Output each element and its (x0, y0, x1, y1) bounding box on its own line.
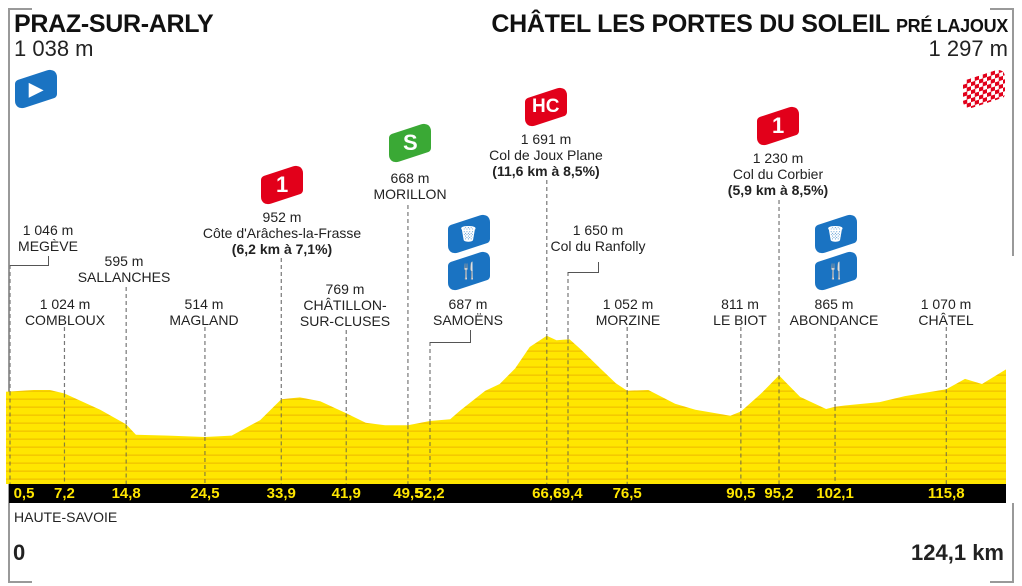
finish-name: CHÂTEL LES PORTES DU SOLEIL (491, 10, 890, 38)
place-name: CHÂTEL (918, 312, 974, 328)
place-name: ABONDANCE (789, 312, 879, 328)
samoens-connector (430, 330, 471, 343)
place-name: MORILLON (373, 186, 447, 202)
altitude: 595 m (104, 253, 144, 269)
finish-suffix: PRÉ LAJOUX (895, 16, 1008, 36)
place-name: Col du Ranfolly (550, 238, 646, 254)
label-morillon: 668 m MORILLON (373, 170, 446, 202)
km-label: 90,5 (726, 485, 756, 502)
km-label: 24,5 (190, 485, 220, 502)
km-label: 66,6 (532, 485, 562, 502)
climb-stats: (5,9 km à 8,5%) (727, 182, 829, 198)
label-magland: 514 m MAGLAND (169, 296, 238, 328)
altitude: 1 650 m (572, 222, 624, 238)
label-le-biot: 811 m LE BIOT (713, 296, 767, 328)
place-name: MEGÈVE (18, 238, 78, 254)
altitude: 514 m (184, 296, 224, 312)
place-name: CHÂTILLON- (303, 297, 387, 313)
place-name: MAGLAND (169, 312, 239, 328)
frame-right-lower (1012, 503, 1014, 581)
altitude: 865 m (814, 296, 854, 312)
frame-left (8, 8, 10, 582)
frame-bottom-left-tick (8, 581, 32, 583)
label-arches-la-frasse: 952 m Côte d'Arâches-la-Frasse (6,2 km à 7… (203, 209, 361, 257)
altitude: 1 691 m (520, 131, 572, 147)
place-name: Col de Joux Plane (489, 147, 603, 163)
km-label: 95,2 (764, 485, 794, 502)
label-combloux: 1 024 m COMBLOUX (25, 296, 105, 328)
profile-area (6, 335, 1006, 484)
distance-bar (9, 484, 1006, 503)
label-morzine: 1 052 m MORZINE (596, 296, 661, 328)
km-label: 76,5 (612, 485, 642, 502)
altitude: 811 m (721, 296, 759, 312)
km-label: 7,2 (54, 485, 75, 502)
start-altitude: 1 038 m (14, 36, 94, 61)
km-label: 14,8 (111, 485, 141, 502)
altitude: 1 052 m (602, 296, 654, 312)
climb-stats: (6,2 km à 7,1%) (231, 241, 333, 257)
km-label: 115,8 (927, 485, 965, 502)
label-abondance: 865 m ABONDANCE (790, 296, 879, 328)
place-name: COMBLOUX (24, 312, 106, 328)
altitude: 1 024 m (39, 296, 91, 312)
place-name: LE BIOT (713, 312, 767, 328)
megeve-connector (10, 256, 49, 266)
label-sallanches: 595 m SALLANCHES (78, 253, 171, 285)
label-samoens: 687 m SAMOËNS (433, 296, 503, 328)
km-label: 49,5 (393, 485, 423, 502)
altitude: 1 070 m (920, 296, 972, 312)
km-label: 33,9 (266, 485, 296, 502)
altitude: 769 m (325, 281, 365, 297)
altitude: 952 m (262, 209, 302, 225)
finish-altitude: 1 297 m (928, 36, 1009, 61)
label-chatillon: 769 m CHÂTILLON- SUR-CLUSES (300, 281, 390, 329)
distance-start: 0 (13, 540, 26, 565)
finish-town: CHÂTEL LES PORTES DU SOLEIL PRÉ LAJOUX (491, 10, 1008, 39)
km-label: 0,5 (13, 485, 35, 502)
distance-total: 124,1 km (911, 540, 1004, 565)
altitude: 1 046 m (22, 222, 74, 238)
climb-stats: (11,6 km à 8,5%) (492, 163, 600, 179)
place-name: Côte d'Arâches-la-Frasse (202, 225, 362, 241)
label-ranfolly: 1 650 m Col du Ranfolly (551, 222, 646, 254)
start-town: PRAZ-SUR-ARLY (14, 10, 214, 38)
km-label: 69,4 (553, 485, 583, 502)
place-name: SAMOËNS (432, 312, 504, 328)
place-name: SALLANCHES (77, 269, 171, 285)
place-name: Col du Corbier (732, 166, 824, 182)
label-joux-plane: 1 691 m Col de Joux Plane (11,6 km à 8,5%) (489, 131, 603, 179)
km-label: 102,1 (816, 485, 854, 502)
place-name-line2: SUR-CLUSES (299, 313, 391, 329)
frame-bottom-right-tick (990, 581, 1014, 583)
ranfolly-connector (568, 262, 599, 273)
frame-top-left-tick (8, 8, 32, 10)
region-label: HAUTE-SAVOIE (14, 509, 118, 525)
label-megeve: 1 046 m MEGÈVE (18, 222, 78, 254)
label-col-du-corbier: 1 230 m Col du Corbier (5,9 km à 8,5%) (728, 150, 828, 198)
frame-top-right-tick (990, 8, 1014, 10)
altitude: 668 m (390, 170, 430, 186)
label-chatel: 1 070 m CHÂTEL (918, 296, 973, 328)
place-name: MORZINE (595, 312, 661, 328)
km-label: 41,9 (331, 485, 361, 502)
altitude: 687 m (448, 296, 488, 312)
altitude: 1 230 m (752, 150, 804, 166)
km-label: 52,2 (415, 485, 445, 502)
frame-right (1012, 8, 1014, 256)
